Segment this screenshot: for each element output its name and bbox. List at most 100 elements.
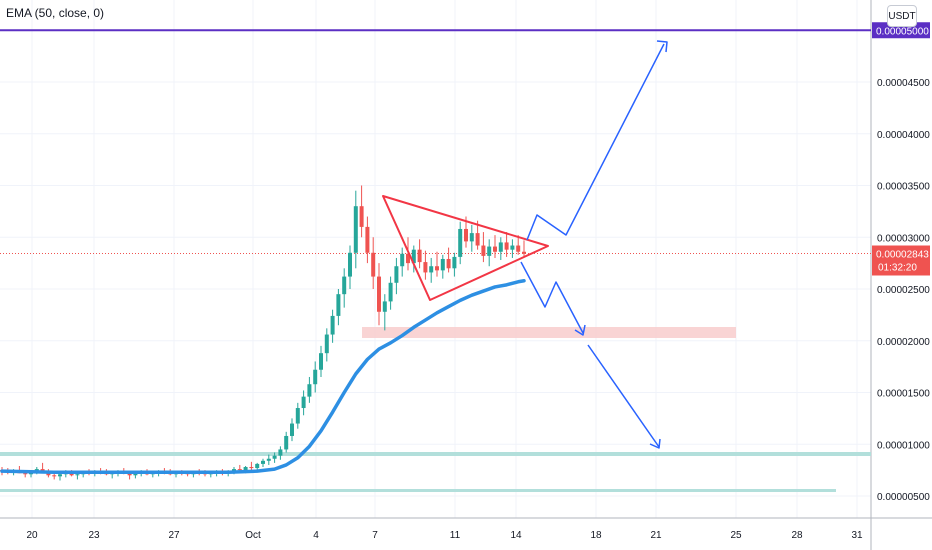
candle-48 [278,446,283,460]
candle-body [313,369,318,385]
candle-body [510,245,515,250]
candle-57 [330,309,335,343]
y-tick-label-5: 0.00003000 [877,233,930,244]
candle-body [504,242,509,250]
candle-85 [493,235,497,258]
candle-89 [516,235,521,255]
candle-68 [394,257,399,295]
candle-52 [301,390,306,416]
bearish-arrow-path-2 [587,344,660,448]
candle-body [423,262,428,273]
candle-body [452,256,457,269]
candle-body [284,435,289,450]
candle-83 [481,232,486,263]
candle-71 [411,245,416,273]
candle-53 [307,376,312,403]
candle-body [52,475,57,477]
candle-74 [429,257,434,283]
y-tick-label-8: 0.00004500 [877,78,930,89]
candle-body [435,266,439,271]
candle-body [400,253,405,267]
candle-body [498,242,503,252]
candle-body [330,315,335,335]
indicator-label[interactable]: EMA (50, close, 0) [6,6,105,20]
candle-body [40,469,45,472]
candle-46 [266,454,271,465]
x-tick-label-3: Oct [245,530,261,541]
candle-body [487,246,492,256]
candle-body [319,353,323,370]
candle-81 [469,224,474,252]
last-price-tag [872,245,930,276]
candle-body [243,467,248,471]
support-zone [362,327,736,338]
candle-60 [348,245,352,289]
x-tick-label-8: 18 [590,530,602,541]
candle-body [481,245,486,256]
bearish-arrowhead-2 [649,438,661,449]
bullish-arrow-path [526,43,665,241]
y-tick-label-7: 0.00004000 [877,130,930,141]
candle-body [446,258,451,269]
candle-body [295,408,300,424]
support-line-upper [0,452,871,456]
target-price-tag [872,22,930,39]
countdown-label: 01:32:20 [878,262,917,273]
x-tick-label-7: 14 [510,530,522,541]
candle-63 [365,216,370,264]
x-tick-label-10: 25 [730,530,742,541]
candle-67 [388,276,393,310]
candle-65 [377,263,381,326]
candle-body [255,463,260,469]
bearish-arrow-path-1 [520,261,584,334]
candle-61 [353,190,358,269]
candle-body [411,249,416,264]
candle-body [365,226,370,253]
candle-body [237,469,242,471]
currency-button[interactable]: USDT [887,5,917,27]
x-tick-label-5: 7 [372,530,378,541]
candle-90 [522,240,526,257]
candle-body [232,469,236,472]
y-tick-label-0: 0.00000500 [877,492,930,503]
candle-body [493,246,497,252]
candle-body [290,423,294,436]
candle-59 [342,268,347,308]
candle-43 [249,461,254,471]
candle-body [127,473,132,476]
candle-50 [290,418,294,442]
candle-79 [458,221,463,265]
candle-body [522,251,526,254]
candle-58 [336,289,341,326]
candle-body [458,228,463,257]
x-tick-label-9: 21 [650,530,662,541]
candle-body [324,334,329,354]
candle-body [261,460,265,464]
support-line-lower [0,489,836,492]
candle-70 [406,237,410,271]
candle-56 [324,328,329,362]
bullish-arrowhead [656,40,668,53]
candle-72 [417,239,422,269]
candle-88 [510,239,515,258]
candle-51 [295,402,300,429]
candle-64 [371,237,376,289]
candle-66 [382,294,387,331]
candle-body [307,384,312,397]
candle-body [58,474,62,477]
triangle-pattern [382,195,549,301]
x-tick-label-11: 28 [791,530,803,541]
candle-body [469,233,474,242]
candle-55 [319,345,323,377]
ema-line [0,278,526,474]
x-tick-label-12: 31 [851,530,863,541]
candle-body [342,276,347,295]
candle-body [266,458,271,461]
candle-73 [423,250,428,280]
candle-body [394,266,399,283]
candle-body [429,266,434,273]
target-price-label: 0.00005000 [876,26,929,37]
candle-45 [261,458,265,468]
candle-47 [272,452,277,463]
